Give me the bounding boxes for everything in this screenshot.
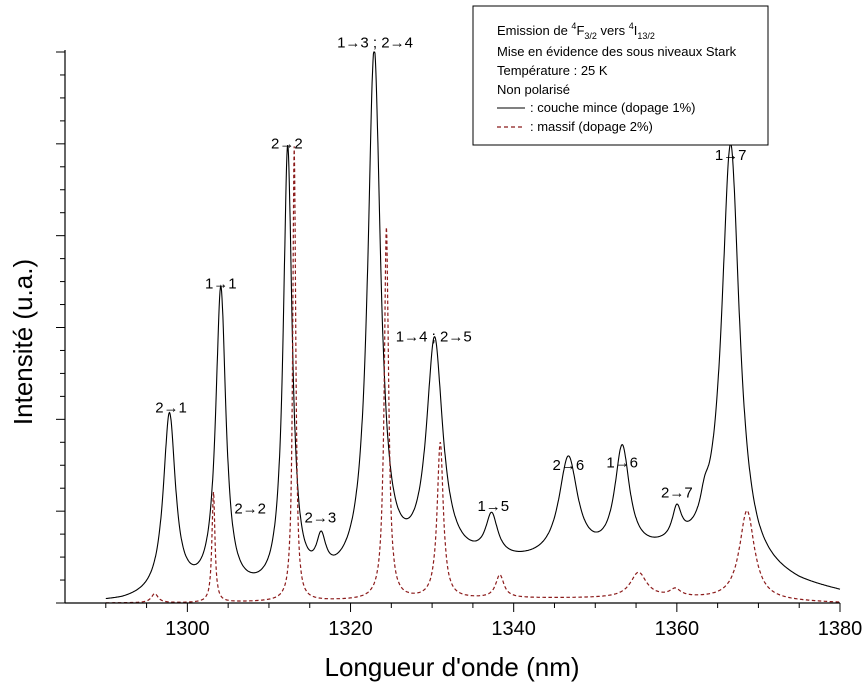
x-tick-label: 1340 xyxy=(491,618,536,640)
x-ticks: 1300 1320 1340 1360 1380 xyxy=(105,603,863,640)
peak-label: 1→5 xyxy=(477,498,509,515)
peak-label: 1→4 ; 2→5 xyxy=(396,328,472,345)
legend-title: Emission de 4F3/2 vers 4I13/2 xyxy=(497,21,655,41)
series-line-couche-mince xyxy=(105,51,841,600)
peak-label: 1→1 xyxy=(205,275,237,292)
legend: Emission de 4F3/2 vers 4I13/2 Mise en év… xyxy=(472,5,769,146)
y-axis-title: Intensité (u.a.) xyxy=(8,259,38,425)
x-axis-title: Longueur d'onde (nm) xyxy=(324,652,579,682)
axes: 1300 1320 1340 1360 1380 xyxy=(56,50,862,640)
series-layer xyxy=(105,51,841,604)
legend-entry-couche-mince: : couche mince (dopage 1%) xyxy=(530,100,695,115)
peak-label: 2→7 xyxy=(661,484,693,501)
peak-label: 2→2 xyxy=(271,135,303,152)
legend-line-stark: Mise en évidence des sous niveaux Stark xyxy=(497,44,737,59)
peak-label: 1→6 xyxy=(606,455,638,472)
x-tick-label: 1300 xyxy=(165,618,210,640)
y-ticks xyxy=(56,51,65,604)
legend-line-temperature: Température : 25 K xyxy=(497,63,608,78)
peak-label: 1→7 xyxy=(715,147,747,164)
legend-line-polarisation: Non polarisé xyxy=(497,82,570,97)
peak-label: 1→3 ; 2→4 xyxy=(337,34,413,51)
peak-label: 2→1 xyxy=(155,399,187,416)
x-tick-label: 1380 xyxy=(818,618,863,640)
x-tick-label: 1320 xyxy=(328,618,373,640)
legend-entry-massif: : massif (dopage 2%) xyxy=(530,119,653,134)
annotation-layer: 2→1 1→1 2→2 2→2 2→3 1→3 ; 2→4 1→4 ; 2→5 1→5 2→6 1… xyxy=(155,34,746,526)
x-tick-label: 1360 xyxy=(655,618,700,640)
series-line-massif xyxy=(105,146,841,604)
peak-label: 2→3 xyxy=(304,510,336,527)
legend-box xyxy=(472,5,769,146)
peak-label: 2→6 xyxy=(552,457,584,474)
peak-label: 2→2 xyxy=(234,500,266,517)
